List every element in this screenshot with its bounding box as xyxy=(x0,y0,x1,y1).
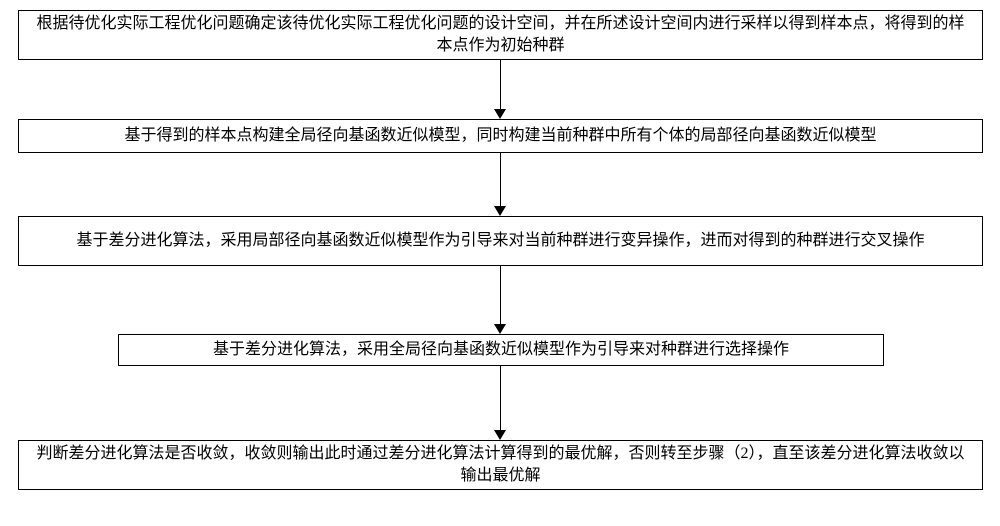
flow-arrow-head-2 xyxy=(494,206,506,216)
flow-arrow-4 xyxy=(500,366,501,430)
flow-node-2: 基于得到的样本点构建全局径向基函数近似模型，同时构建当前种群中所有个体的局部径向… xyxy=(18,119,983,153)
flow-arrow-head-4 xyxy=(494,430,506,440)
flow-node-5: 判断差分进化算法是否收敛，收敛则输出此时通过差分进化算法计算得到的最优解，否则转… xyxy=(18,440,983,490)
flow-node-1: 根据待优化实际工程优化问题确定该待优化实际工程优化问题的设计空间，并在所述设计空… xyxy=(18,10,983,60)
flow-arrow-2 xyxy=(500,153,501,206)
flow-node-label: 基于得到的样本点构建全局径向基函数近似模型，同时构建当前种群中所有个体的局部径向… xyxy=(124,125,876,147)
flow-node-3: 基于差分进化算法，采用局部径向基函数近似模型作为引导来对当前种群进行变异操作，进… xyxy=(18,216,983,266)
flow-node-4: 基于差分进化算法，采用全局径向基函数近似模型作为引导来对种群进行选择操作 xyxy=(118,334,884,366)
flow-arrow-1 xyxy=(500,60,501,109)
flow-node-label: 根据待优化实际工程优化问题确定该待优化实际工程优化问题的设计空间，并在所述设计空… xyxy=(29,13,972,56)
flow-node-label: 基于差分进化算法，采用局部径向基函数近似模型作为引导来对当前种群进行变异操作，进… xyxy=(76,230,924,252)
flow-node-label: 基于差分进化算法，采用全局径向基函数近似模型作为引导来对种群进行选择操作 xyxy=(213,339,789,361)
flow-arrow-3 xyxy=(500,266,501,324)
flow-arrow-head-1 xyxy=(494,109,506,119)
flow-arrow-head-3 xyxy=(494,324,506,334)
flow-node-label: 判断差分进化算法是否收敛，收敛则输出此时通过差分进化算法计算得到的最优解，否则转… xyxy=(29,443,972,486)
flowchart-canvas: 根据待优化实际工程优化问题确定该待优化实际工程优化问题的设计空间，并在所述设计空… xyxy=(0,0,1000,526)
